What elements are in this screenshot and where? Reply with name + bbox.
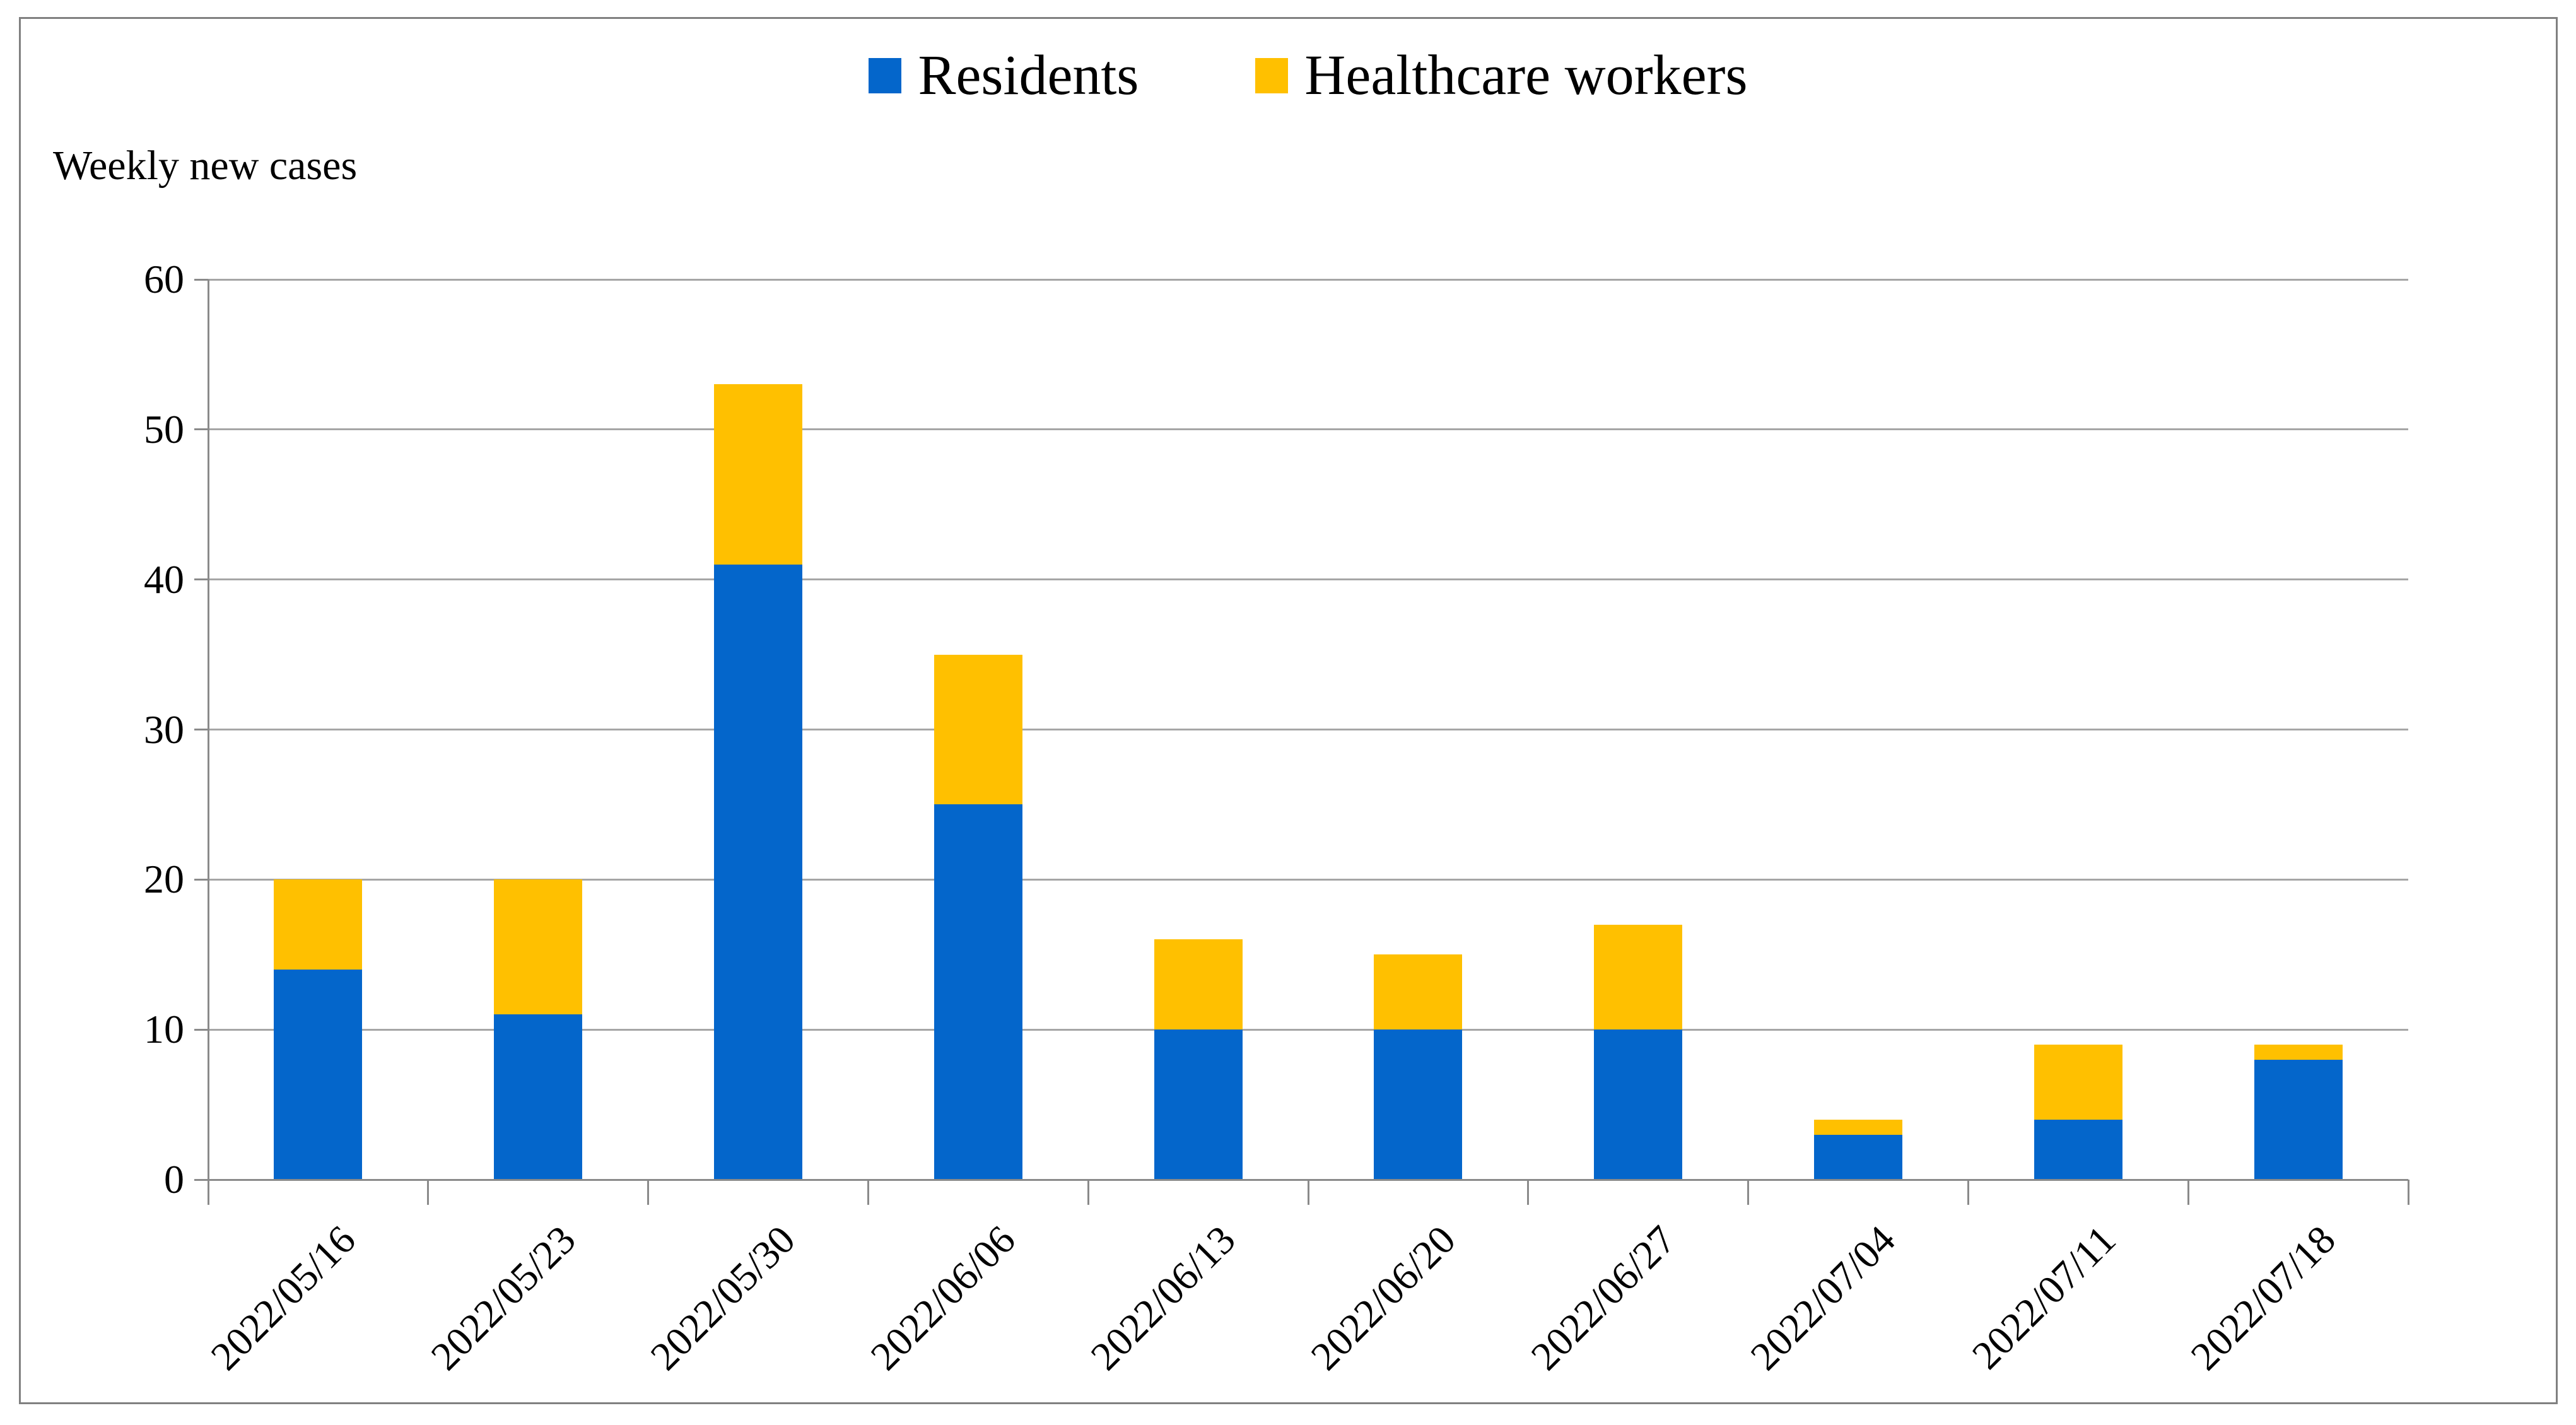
x-axis-tick-7	[1747, 1180, 1750, 1205]
legend-item-healthcare-workers: Healthcare workers	[1255, 44, 1748, 107]
x-axis-tick-4	[1087, 1180, 1089, 1205]
y-axis-tick-50	[194, 428, 208, 431]
y-axis-tick-label-20: 20	[144, 857, 184, 902]
bar-residents-2022/07/11	[2034, 1119, 2122, 1180]
x-axis-tick-6	[1527, 1180, 1530, 1205]
bar-healthcare-workers-2022/06/27	[1594, 924, 1683, 1030]
x-axis-tick-10	[2407, 1180, 2409, 1205]
bar-healthcare-workers-2022/05/30	[714, 384, 802, 565]
x-axis-tick-9	[2187, 1180, 2189, 1205]
y-axis-tick-label-10: 10	[144, 1007, 184, 1052]
gridline-y-60	[208, 278, 2408, 281]
y-axis-tick-10	[194, 1028, 208, 1031]
x-axis-tick-2	[647, 1180, 650, 1205]
bar-residents-2022/05/30	[714, 564, 802, 1180]
bar-healthcare-workers-2022/05/16	[274, 879, 363, 970]
gridline-y-50	[208, 428, 2408, 431]
gridline-y-20	[208, 878, 2408, 881]
chart-legend: Residents Healthcare workers	[208, 44, 2408, 107]
legend-item-residents: Residents	[869, 47, 1139, 104]
x-axis-line	[194, 1178, 2408, 1181]
y-axis-tick-60	[194, 278, 208, 281]
x-axis-tick-5	[1307, 1180, 1309, 1205]
residents-legend-swatch-icon	[869, 58, 902, 93]
x-axis-tick-3	[867, 1180, 869, 1205]
bar-residents-2022/05/16	[274, 970, 363, 1180]
x-axis-tick-1	[427, 1180, 430, 1205]
bar-residents-2022/06/13	[1154, 1029, 1243, 1180]
bar-healthcare-workers-2022/07/18	[2254, 1044, 2343, 1060]
gridline-y-10	[208, 1028, 2408, 1031]
y-axis-title: Weekly new cases	[53, 143, 358, 189]
bar-residents-2022/05/23	[494, 1014, 583, 1180]
bar-healthcare-workers-2022/06/06	[934, 654, 1022, 805]
bar-healthcare-workers-2022/07/11	[2034, 1044, 2122, 1120]
y-axis-tick-label-60: 60	[144, 257, 184, 302]
x-axis-tick-8	[1967, 1180, 1969, 1205]
gridline-y-30	[208, 729, 2408, 730]
chart-outer-border	[19, 17, 2558, 1404]
y-axis-line	[207, 279, 209, 1205]
legend-label-healthcare-workers: Healthcare workers	[1304, 44, 1748, 107]
y-axis-tick-label-40: 40	[144, 556, 184, 602]
bar-residents-2022/06/06	[934, 804, 1022, 1180]
bar-healthcare-workers-2022/06/13	[1154, 939, 1243, 1030]
bar-residents-2022/06/20	[1374, 1029, 1463, 1180]
gridline-y-40	[208, 578, 2408, 581]
y-axis-tick-label-50: 50	[144, 406, 184, 452]
healthcare-workers-legend-swatch-icon	[1255, 58, 1289, 93]
bar-residents-2022/07/04	[1814, 1134, 1902, 1180]
legend-label-residents: Residents	[918, 44, 1139, 107]
bar-healthcare-workers-2022/05/23	[494, 879, 583, 1015]
bar-healthcare-workers-2022/07/04	[1814, 1119, 1902, 1135]
y-axis-tick-30	[194, 729, 208, 730]
bar-healthcare-workers-2022/06/20	[1374, 954, 1463, 1030]
y-axis-tick-20	[194, 878, 208, 881]
bar-residents-2022/06/27	[1594, 1029, 1683, 1180]
y-axis-tick-label-0: 0	[164, 1157, 184, 1202]
y-axis-tick-label-30: 30	[144, 707, 184, 752]
x-axis-tick-0	[207, 1180, 209, 1205]
bar-residents-2022/07/18	[2254, 1059, 2343, 1180]
y-axis-tick-40	[194, 578, 208, 581]
